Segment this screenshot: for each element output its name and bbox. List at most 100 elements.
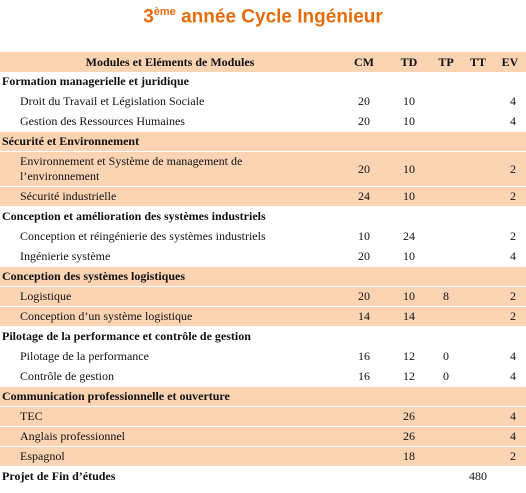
value-cell: 2 (494, 226, 526, 247)
group-row: Formation managerielle et juridique (0, 72, 526, 92)
value-cell (462, 91, 494, 112)
value-cell: 20 (340, 151, 388, 187)
value-cell (494, 131, 526, 152)
value-cell (430, 406, 462, 427)
value-cell (430, 111, 462, 132)
value-cell: 2 (494, 286, 526, 307)
item-row: Logistique 20 10 8 2 (0, 286, 526, 307)
value-cell: 2 (494, 446, 526, 467)
title-number: 3 (143, 6, 154, 28)
value-cell (462, 366, 494, 387)
value-cell: 26 (388, 406, 430, 427)
value-cell: 10 (388, 286, 430, 307)
value-cell: 2 (494, 306, 526, 327)
group-row: Communication professionnelle et ouvertu… (0, 386, 526, 407)
item-cell: Logistique (0, 286, 340, 307)
value-cell (494, 266, 526, 287)
value-cell (430, 246, 462, 267)
value-cell (462, 306, 494, 327)
item-name: Gestion des Ressources Humaines (20, 114, 185, 128)
value-cell (462, 186, 494, 207)
value-cell (430, 186, 462, 207)
value-cell: 10 (340, 226, 388, 247)
item-name: Environnement et Système de management d… (20, 154, 243, 183)
value-cell (430, 91, 462, 112)
item-name: Droit du Travail et Législation Sociale (20, 94, 205, 108)
value-cell (494, 466, 526, 487)
value-cell (430, 386, 462, 407)
value-cell (462, 131, 494, 152)
value-cell: 16 (340, 346, 388, 367)
title: 3ème année Cycle Ingénieur (0, 6, 526, 28)
group-title: Projet de Fin d’études (0, 466, 340, 487)
value-cell (430, 266, 462, 287)
item-name: Anglais professionnel (20, 429, 125, 443)
item-row: Sécurité industrielle 24 10 2 (0, 186, 526, 207)
value-cell: 4 (494, 366, 526, 387)
value-cell (462, 266, 494, 287)
value-cell (462, 326, 494, 347)
value-cell (340, 466, 388, 487)
value-cell: 12 (388, 346, 430, 367)
item-cell: Conception d’un système logistique (0, 306, 340, 327)
item-name: Conception et réingénierie des systèmes … (20, 229, 266, 243)
value-cell (340, 406, 388, 427)
value-cell: 20 (340, 246, 388, 267)
item-cell: Ingénierie système (0, 246, 340, 267)
value-cell (462, 346, 494, 367)
value-cell (430, 446, 462, 467)
value-cell: 4 (494, 111, 526, 132)
group-title: Formation managerielle et juridique (0, 72, 340, 92)
modules-table: Modules et Eléments de Modules CM TD TP TT EV… (0, 52, 526, 487)
title-sup: ème (153, 6, 176, 18)
item-cell: Conception et réingénierie des systèmes … (0, 226, 340, 247)
item-name: Sécurité industrielle (20, 189, 117, 203)
value-cell: 10 (388, 91, 430, 112)
header-column: TT (462, 52, 494, 72)
item-row: Environnement et Système de management d… (0, 151, 526, 187)
value-cell (388, 206, 430, 227)
value-cell (430, 426, 462, 447)
item-row: Espagnol 18 2 (0, 446, 526, 467)
header-column: TD (388, 52, 430, 72)
value-cell (430, 226, 462, 247)
value-cell (340, 386, 388, 407)
value-cell (430, 306, 462, 327)
value-cell (462, 206, 494, 227)
item-cell: Contrôle de gestion (0, 366, 340, 387)
value-cell (430, 131, 462, 152)
value-cell (430, 206, 462, 227)
item-row: Contrôle de gestion 16 12 0 4 (0, 366, 526, 387)
item-cell: Anglais professionnel (0, 426, 340, 447)
value-cell (340, 426, 388, 447)
value-cell (388, 72, 430, 92)
item-name: TEC (20, 409, 43, 423)
item-row: Conception d’un système logistique 14 14 2 (0, 306, 526, 327)
value-cell (430, 72, 462, 92)
item-name: Ingénierie système (20, 249, 111, 263)
value-cell (494, 386, 526, 407)
group-title: Pilotage de la performance et contrôle d… (0, 326, 340, 347)
value-cell (388, 386, 430, 407)
item-cell: Environnement et Système de management d… (0, 151, 340, 187)
group-row: Conception et amélioration des systèmes … (0, 206, 526, 227)
value-cell: 0 (430, 366, 462, 387)
group-row: Projet de Fin d’études 480 (0, 466, 526, 487)
value-cell: 10 (388, 186, 430, 207)
value-cell (462, 386, 494, 407)
value-cell (462, 111, 494, 132)
group-title: Conception et amélioration des systèmes … (0, 206, 340, 227)
group-title: Conception des systèmes logistiques (0, 266, 340, 287)
item-row: Gestion des Ressources Humaines 20 10 4 (0, 111, 526, 132)
header-column: CM (340, 52, 388, 72)
title-text: année Cycle Ingénieur (181, 6, 383, 28)
value-cell (462, 286, 494, 307)
value-cell: 24 (340, 186, 388, 207)
value-cell: 10 (388, 111, 430, 132)
header-column: TP (430, 52, 462, 72)
group-title: Communication professionnelle et ouvertu… (0, 386, 340, 407)
value-cell (340, 266, 388, 287)
value-cell (430, 466, 462, 487)
group-row: Pilotage de la performance et contrôle d… (0, 326, 526, 347)
value-cell (462, 446, 494, 467)
